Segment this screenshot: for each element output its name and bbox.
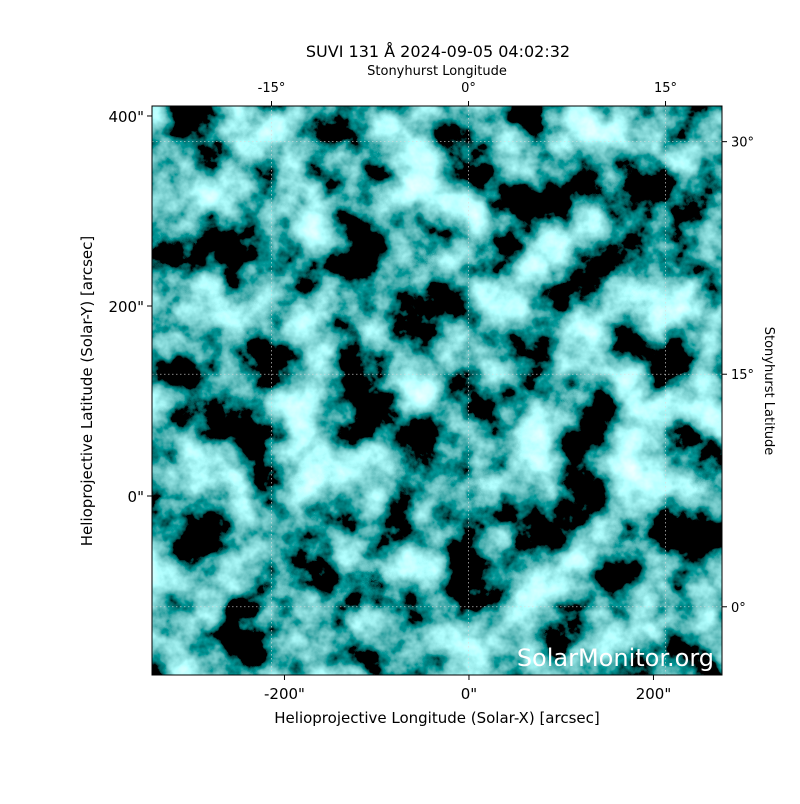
y-tick-label: 200" bbox=[108, 298, 144, 316]
chart-title: SUVI 131 Å 2024-09-05 04:02:32 bbox=[306, 42, 570, 61]
y2-tick-label: 0° bbox=[731, 601, 746, 616]
y2-tick-label: 30° bbox=[731, 136, 754, 151]
x-axis-label: Helioprojective Longitude (Solar-X) [arc… bbox=[274, 709, 599, 727]
y-axis-label: Helioprojective Latitude (Solar-Y) [arcs… bbox=[78, 236, 96, 546]
y-tick-label: 0" bbox=[128, 488, 144, 506]
y2-axis-label: Stonyhurst Latitude bbox=[761, 327, 776, 456]
watermark: SolarMonitor.org bbox=[517, 644, 714, 672]
x-tick-label: -200" bbox=[264, 685, 305, 703]
y2-tick-label: 15° bbox=[731, 368, 754, 383]
solar-image bbox=[152, 106, 722, 675]
x2-axis-label: Stonyhurst Longitude bbox=[367, 64, 507, 79]
x-tick-label: 0" bbox=[461, 685, 477, 703]
x2-tick-label: 15° bbox=[654, 81, 677, 96]
x2-tick-label: 0° bbox=[461, 81, 476, 96]
axes-frame bbox=[151, 105, 723, 676]
y-tick-label: 400" bbox=[108, 108, 144, 126]
x2-tick-label: -15° bbox=[258, 81, 286, 96]
x-tick-label: 200" bbox=[636, 685, 672, 703]
